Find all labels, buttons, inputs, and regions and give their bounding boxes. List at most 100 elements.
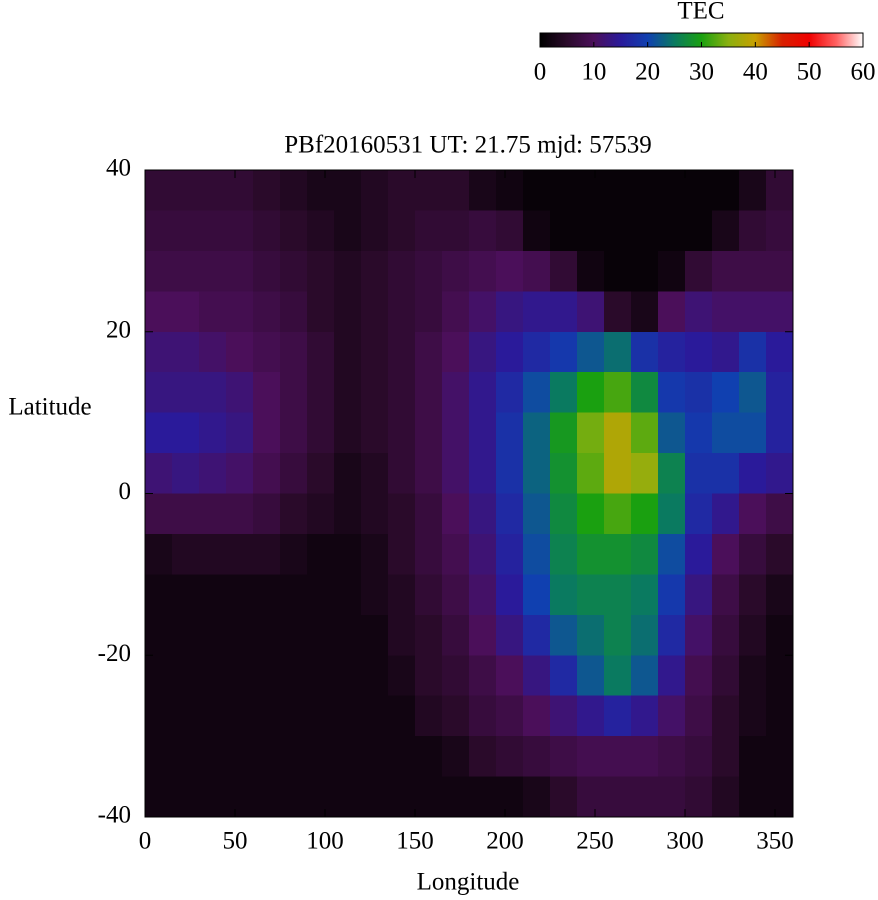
heatmap-cell: [577, 412, 605, 454]
heatmap-cell: [307, 412, 335, 454]
heatmap-cell: [145, 291, 173, 333]
heatmap-cell: [307, 655, 335, 697]
heatmap-cell: [361, 170, 389, 212]
chart-title: PBf20160531 UT: 21.75 mjd: 57539: [284, 132, 652, 159]
heatmap-cell: [334, 493, 362, 535]
heatmap-cell: [658, 614, 686, 656]
heatmap-cell: [712, 776, 740, 818]
heatmap-cell: [469, 412, 497, 454]
heatmap-cell: [253, 695, 281, 737]
heatmap-cell: [577, 170, 605, 212]
heatmap-cell: [712, 493, 740, 535]
heatmap-cell: [496, 453, 524, 495]
heatmap-cell: [253, 614, 281, 656]
heatmap-cell: [442, 695, 470, 737]
heatmap-cell: [739, 170, 767, 212]
heatmap-cell: [442, 533, 470, 575]
heatmap-cell: [766, 453, 794, 495]
heatmap-cell: [442, 736, 470, 778]
heatmap-cell: [388, 574, 416, 616]
heatmap-cell: [604, 736, 632, 778]
heatmap-cell: [685, 291, 713, 333]
heatmap-cell: [334, 210, 362, 252]
heatmap-cell: [226, 533, 254, 575]
heatmap-cell: [658, 574, 686, 616]
heatmap-cell: [496, 210, 524, 252]
heatmap-cell: [388, 372, 416, 414]
heatmap-cell: [307, 695, 335, 737]
heatmap-cell: [739, 533, 767, 575]
heatmap-cell: [199, 412, 227, 454]
heatmap-cell: [199, 453, 227, 495]
heatmap-cell: [712, 291, 740, 333]
heatmap-cell: [415, 736, 443, 778]
heatmap-cell: [361, 250, 389, 292]
x-tick-label: 350: [756, 828, 794, 855]
heatmap-cell: [145, 331, 173, 373]
x-tick-label: 100: [306, 828, 344, 855]
heatmap-cell: [172, 493, 200, 535]
heatmap-cell: [712, 453, 740, 495]
heatmap-cell: [496, 170, 524, 212]
heatmap-cell: [739, 453, 767, 495]
heatmap-cell: [361, 533, 389, 575]
heatmap-cell: [469, 614, 497, 656]
heatmap-cell: [604, 614, 632, 656]
heatmap-cell: [361, 331, 389, 373]
heatmap-cell: [496, 695, 524, 737]
x-tick-label: 150: [396, 828, 434, 855]
colorbar-tick-label: 30: [689, 59, 714, 86]
heatmap-cell: [577, 493, 605, 535]
heatmap-cell: [766, 412, 794, 454]
heatmap-cell: [226, 493, 254, 535]
heatmap-cell: [172, 291, 200, 333]
heatmap-cell: [253, 655, 281, 697]
heatmap-cell: [712, 533, 740, 575]
heatmap-cell: [199, 210, 227, 252]
heatmap-cell: [415, 412, 443, 454]
heatmap-cell: [253, 453, 281, 495]
heatmap-cell: [361, 372, 389, 414]
heatmap-cell: [658, 250, 686, 292]
heatmap-cell: [523, 210, 551, 252]
heatmap-cell: [388, 453, 416, 495]
heatmap-cell: [388, 614, 416, 656]
heatmap-cell: [307, 291, 335, 333]
heatmap-cell: [172, 655, 200, 697]
heatmap-cell: [469, 372, 497, 414]
heatmap-cell: [415, 614, 443, 656]
heatmap-cell: [199, 614, 227, 656]
heatmap-cell: [199, 331, 227, 373]
heatmap-cell: [766, 372, 794, 414]
x-tick-label: 50: [223, 828, 248, 855]
heatmap-cell: [604, 372, 632, 414]
heatmap: [145, 170, 794, 818]
heatmap-cell: [658, 655, 686, 697]
heatmap-cell: [739, 412, 767, 454]
heatmap-cell: [361, 493, 389, 535]
x-tick-label: 250: [576, 828, 614, 855]
heatmap-cell: [226, 776, 254, 818]
heatmap-cell: [550, 533, 578, 575]
heatmap-cell: [388, 695, 416, 737]
heatmap-cell: [442, 614, 470, 656]
heatmap-cell: [631, 493, 659, 535]
heatmap-cell: [658, 493, 686, 535]
heatmap-cell: [199, 695, 227, 737]
heatmap-cell: [523, 291, 551, 333]
y-tick-label: 0: [119, 478, 132, 505]
heatmap-cell: [199, 736, 227, 778]
y-tick-label: 40: [106, 155, 131, 182]
heatmap-cell: [415, 250, 443, 292]
heatmap-cell: [442, 170, 470, 212]
heatmap-cell: [550, 614, 578, 656]
heatmap-cell: [469, 655, 497, 697]
heatmap-cell: [334, 250, 362, 292]
heatmap-cell: [226, 170, 254, 212]
heatmap-cell: [604, 695, 632, 737]
heatmap-cell: [496, 493, 524, 535]
heatmap-cell: [469, 250, 497, 292]
heatmap-cell: [631, 533, 659, 575]
heatmap-cell: [199, 170, 227, 212]
heatmap-cell: [712, 412, 740, 454]
